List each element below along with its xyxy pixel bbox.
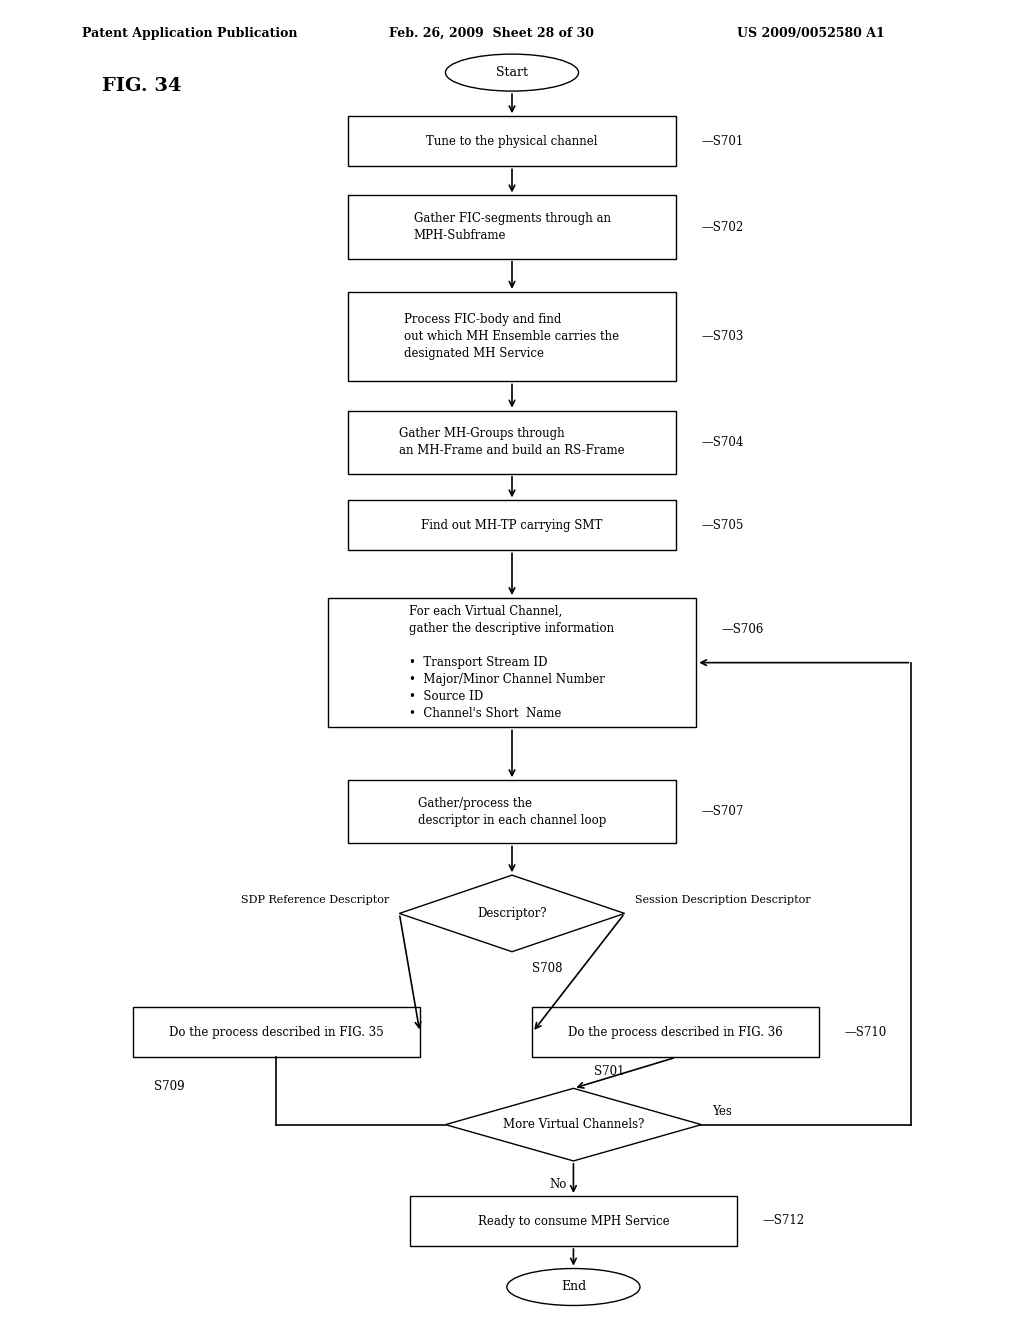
Text: More Virtual Channels?: More Virtual Channels? xyxy=(503,1118,644,1131)
Polygon shape xyxy=(445,1088,701,1162)
Text: No: No xyxy=(550,1179,566,1191)
FancyBboxPatch shape xyxy=(410,1196,737,1246)
Ellipse shape xyxy=(445,54,579,91)
Text: Process FIC-body and find
out which MH Ensemble carries the
designated MH Servic: Process FIC-body and find out which MH E… xyxy=(404,313,620,360)
Text: —S710: —S710 xyxy=(845,1026,887,1039)
Text: Gather FIC-segments through an
MPH-Subframe: Gather FIC-segments through an MPH-Subfr… xyxy=(414,213,610,242)
Text: Start: Start xyxy=(496,66,528,79)
Text: Tune to the physical channel: Tune to the physical channel xyxy=(426,135,598,148)
FancyBboxPatch shape xyxy=(348,500,676,550)
Text: —S707: —S707 xyxy=(701,805,743,818)
Text: SDP Reference Descriptor: SDP Reference Descriptor xyxy=(241,895,389,906)
Text: US 2009/0052580 A1: US 2009/0052580 A1 xyxy=(737,26,885,40)
Text: S708: S708 xyxy=(532,962,563,975)
Text: Do the process described in FIG. 35: Do the process described in FIG. 35 xyxy=(169,1026,384,1039)
Ellipse shape xyxy=(507,1269,640,1305)
Text: —S704: —S704 xyxy=(701,436,743,449)
Text: Yes: Yes xyxy=(712,1105,731,1118)
Text: Find out MH-TP carrying SMT: Find out MH-TP carrying SMT xyxy=(421,519,603,532)
Text: Descriptor?: Descriptor? xyxy=(477,907,547,920)
Text: FIG. 34: FIG. 34 xyxy=(102,77,182,95)
FancyBboxPatch shape xyxy=(133,1007,420,1057)
FancyBboxPatch shape xyxy=(348,195,676,259)
Text: Ready to consume MPH Service: Ready to consume MPH Service xyxy=(477,1214,670,1228)
Text: End: End xyxy=(561,1280,586,1294)
Text: Do the process described in FIG. 36: Do the process described in FIG. 36 xyxy=(568,1026,783,1039)
Text: Session Description Descriptor: Session Description Descriptor xyxy=(635,895,811,906)
FancyBboxPatch shape xyxy=(348,780,676,843)
Polygon shape xyxy=(399,875,625,952)
Text: Gather MH-Groups through
an MH-Frame and build an RS-Frame: Gather MH-Groups through an MH-Frame and… xyxy=(399,428,625,457)
Text: For each Virtual Channel,
gather the descriptive information

•  Transport Strea: For each Virtual Channel, gather the des… xyxy=(410,605,614,721)
Text: —S701: —S701 xyxy=(701,135,743,148)
Text: —S702: —S702 xyxy=(701,220,743,234)
Text: Feb. 26, 2009  Sheet 28 of 30: Feb. 26, 2009 Sheet 28 of 30 xyxy=(389,26,594,40)
FancyBboxPatch shape xyxy=(532,1007,819,1057)
Text: S709: S709 xyxy=(154,1080,184,1093)
FancyBboxPatch shape xyxy=(348,411,676,474)
Text: —S703: —S703 xyxy=(701,330,743,343)
Text: —S712: —S712 xyxy=(763,1214,805,1228)
FancyBboxPatch shape xyxy=(348,292,676,381)
Text: —S706: —S706 xyxy=(722,623,764,636)
FancyBboxPatch shape xyxy=(348,116,676,166)
Text: —S705: —S705 xyxy=(701,519,743,532)
Text: Gather/process the
descriptor in each channel loop: Gather/process the descriptor in each ch… xyxy=(418,797,606,826)
FancyBboxPatch shape xyxy=(328,598,696,727)
Text: S701: S701 xyxy=(594,1065,625,1077)
Text: Patent Application Publication: Patent Application Publication xyxy=(82,26,297,40)
